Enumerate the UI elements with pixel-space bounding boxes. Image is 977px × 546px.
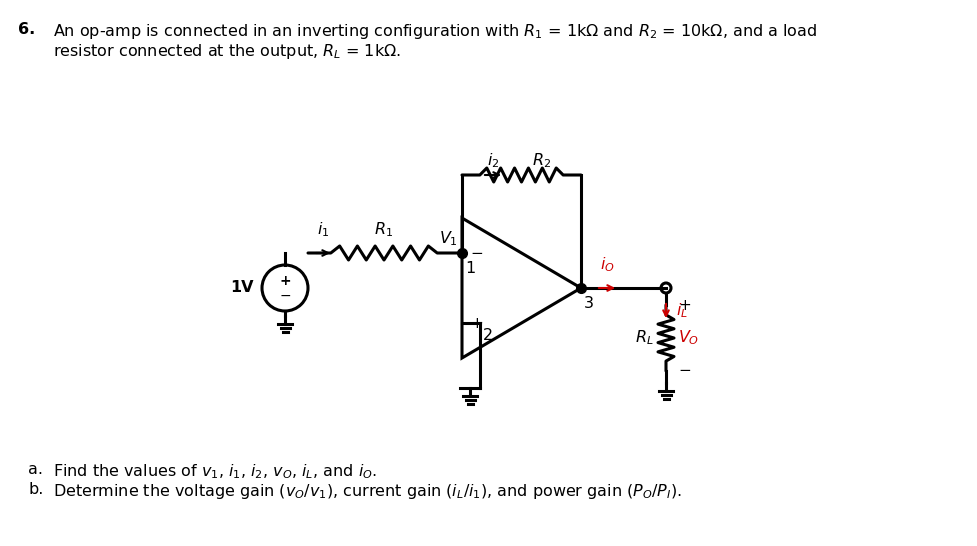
Text: +: + [677, 298, 690, 313]
Text: An op-amp is connected in an inverting configuration with $R_1$ = 1kΩ and $R_2$ : An op-amp is connected in an inverting c… [53, 22, 817, 41]
Text: 2: 2 [483, 328, 492, 343]
Text: $V_O$: $V_O$ [677, 329, 699, 347]
Text: $R_1$: $R_1$ [374, 220, 393, 239]
Text: $R_L$: $R_L$ [635, 329, 654, 347]
Text: −: − [278, 289, 290, 303]
Text: 1: 1 [464, 261, 475, 276]
Text: 1V: 1V [231, 281, 254, 295]
Text: −: − [677, 363, 690, 378]
Text: $i_1$: $i_1$ [317, 220, 329, 239]
Text: $V_1$: $V_1$ [439, 229, 457, 248]
Text: Find the values of $v_1$, $i_1$, $i_2$, $v_O$, $i_L$, and $i_O$.: Find the values of $v_1$, $i_1$, $i_2$, … [53, 462, 377, 480]
Text: +: + [470, 316, 483, 330]
Text: +: + [278, 274, 290, 288]
Text: −: − [470, 246, 483, 260]
Text: 6.: 6. [18, 22, 35, 37]
Text: $R_2$: $R_2$ [531, 151, 550, 170]
Text: 3: 3 [583, 296, 593, 311]
Text: $i_O$: $i_O$ [599, 256, 614, 274]
Text: $i_L$: $i_L$ [675, 301, 687, 321]
Text: b.: b. [28, 482, 43, 497]
Text: $i_2$: $i_2$ [487, 151, 498, 170]
Text: a.: a. [28, 462, 43, 477]
Text: Determine the voltage gain ($v_O$/$v_1$), current gain ($i_L$/$i_1$), and power : Determine the voltage gain ($v_O$/$v_1$)… [53, 482, 681, 501]
Text: resistor connected at the output, $R_L$ = 1kΩ.: resistor connected at the output, $R_L$ … [53, 42, 401, 61]
